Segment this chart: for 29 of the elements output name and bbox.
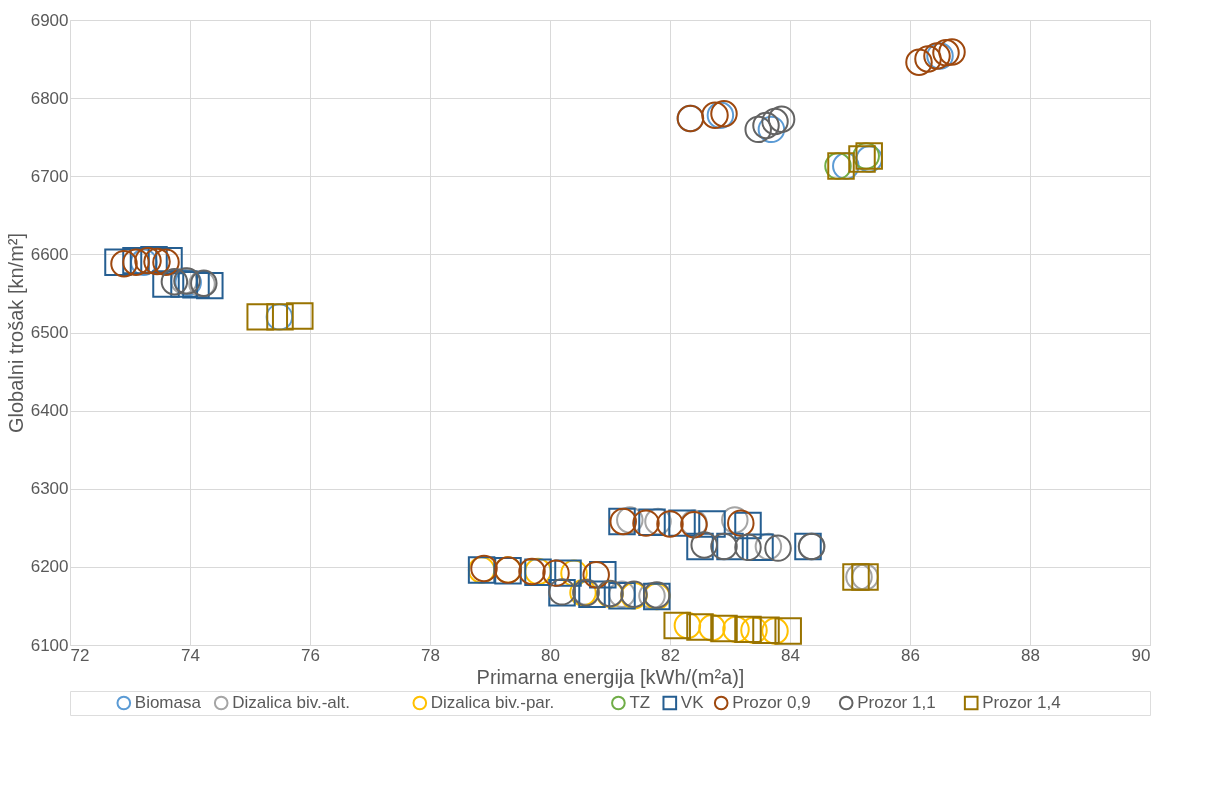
legend-label: Prozor 1,1 [857,693,936,712]
legend-label: Dizalica biv.-par. [430,693,555,712]
y-tick-label: 6900 [30,10,69,30]
legend-label: TZ [629,693,651,712]
x-tick-label: 76 [301,645,320,665]
y-tick-label: 6800 [30,88,69,108]
y-tick-label: 6100 [30,635,69,655]
x-tick-label: 80 [541,645,560,665]
legend-label: Dizalica biv.-alt. [232,693,350,712]
legend-label: VK [680,693,705,712]
x-tick-label: 88 [1021,645,1040,665]
x-tick-label: 86 [901,645,920,665]
x-tick-label: 84 [781,645,800,665]
x-tick-label: 82 [661,645,680,665]
y-tick-label: 6200 [30,557,69,577]
legend-label: Biomasa [134,693,202,712]
x-tick-label: 74 [181,645,200,665]
x-tick-label: 90 [1131,645,1151,665]
y-tick-label: 6500 [30,323,69,342]
y-tick-label: 6600 [30,244,69,264]
x-tick-label: 72 [70,645,90,665]
y-tick-label: 6700 [30,166,69,186]
x-axis-title: Primarna energija [kWh/(m²a)] [476,665,745,688]
y-tick-label: 6300 [30,479,69,499]
y-axis-title: Globalni trošak [kn/m²] [4,232,27,434]
x-tick-label: 78 [421,645,440,665]
y-tick-label: 6400 [30,401,69,421]
legend-label: Prozor 0,9 [732,693,811,712]
legend-label: Prozor 1,4 [982,693,1061,712]
